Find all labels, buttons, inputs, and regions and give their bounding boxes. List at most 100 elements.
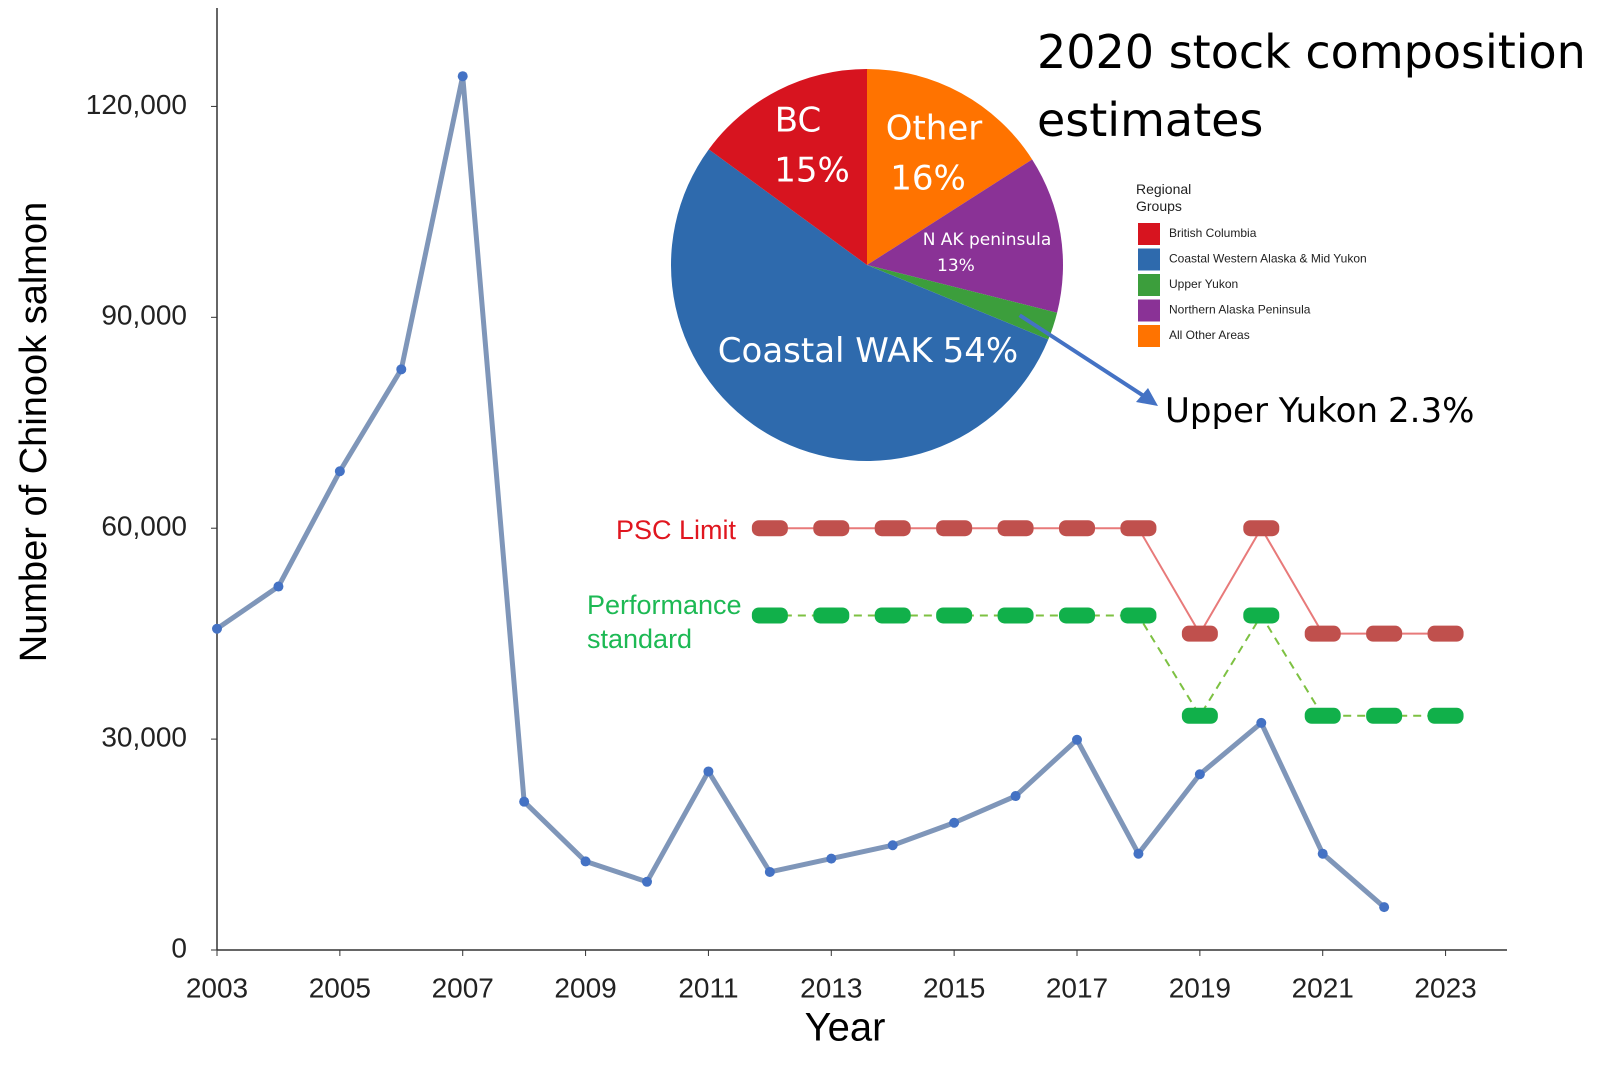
- point: [1181, 707, 1218, 724]
- pie-title: 2020 stock composition estimates: [1037, 25, 1586, 147]
- point: [764, 866, 775, 877]
- point: [813, 607, 850, 624]
- point: [1059, 607, 1095, 624]
- pie-slice: [867, 265, 1058, 340]
- series-line: [769, 527, 1446, 635]
- point: [751, 607, 788, 624]
- pie-slice: [867, 69, 1033, 265]
- point: [1379, 902, 1390, 913]
- x-tick-label: 2015: [923, 972, 985, 1003]
- point: [580, 856, 591, 867]
- slice-value: 2.3%: [1388, 391, 1474, 431]
- point: [1304, 625, 1341, 642]
- pie-slice: [708, 69, 867, 265]
- series-line: [769, 614, 1446, 717]
- point: [1317, 848, 1328, 859]
- pie-value: 16%: [890, 159, 966, 199]
- legend-swatch: [1138, 325, 1160, 347]
- pie-label: N AK peninsula: [923, 230, 1052, 250]
- point: [1243, 607, 1280, 624]
- point: [519, 796, 530, 807]
- legend-title: Regional Groups: [1136, 181, 1192, 214]
- x-tick-label: 2017: [1046, 972, 1108, 1003]
- series-label: PSC Limit: [615, 515, 736, 545]
- pie-label: BC: [775, 101, 821, 141]
- legend-label: Northern Alaska Peninsula: [1169, 303, 1311, 317]
- point: [1427, 625, 1464, 642]
- y-tick-label: 60,000: [101, 511, 187, 542]
- pie-value: 15%: [774, 151, 850, 191]
- point: [1133, 848, 1144, 859]
- legend-label: Coastal Western Alaska & Mid Yukon: [1169, 252, 1367, 266]
- point: [1120, 520, 1157, 537]
- point: [642, 876, 652, 887]
- point: [1427, 707, 1464, 724]
- legend-swatch: [1138, 248, 1160, 271]
- x-tick-label: 2011: [678, 972, 738, 1003]
- point: [949, 817, 960, 828]
- point: [1256, 717, 1267, 728]
- x-tick-label: 2009: [554, 972, 616, 1003]
- pie-label: Upper Yukon 2.3%: [1165, 391, 1474, 431]
- series-label: Performance standard: [587, 590, 742, 654]
- callout-arrow: [1018, 313, 1152, 402]
- x-tick-label: 2021: [1292, 972, 1354, 1003]
- x-tick-label: 2019: [1169, 972, 1231, 1003]
- y-tick-label: 120,000: [86, 89, 187, 120]
- y-tick-label: 90,000: [101, 300, 187, 331]
- point: [1366, 707, 1403, 724]
- point: [751, 520, 788, 537]
- point: [1072, 734, 1082, 745]
- legend-label: All Other Areas: [1169, 328, 1250, 342]
- point: [1120, 607, 1157, 624]
- point: [273, 581, 284, 592]
- x-tick-label: 2003: [186, 972, 248, 1003]
- x-tick-label: 2007: [432, 972, 494, 1003]
- pie-value: 13%: [937, 256, 975, 276]
- point: [1194, 769, 1205, 780]
- point: [936, 520, 973, 537]
- slice-value: 54%: [943, 331, 1019, 371]
- x-tick-label: 2023: [1414, 972, 1476, 1003]
- y-tick-label: 0: [171, 932, 187, 963]
- y-axis-title: Number of Chinook salmon: [13, 202, 55, 662]
- point: [936, 607, 973, 624]
- legend-swatch: [1138, 223, 1160, 245]
- slice-name: Upper Yukon: [1165, 391, 1378, 431]
- pie-label: Coastal WAK 54%: [718, 331, 1018, 371]
- x-axis-title: Year: [805, 1006, 886, 1050]
- pie-slice: [867, 159, 1063, 313]
- point: [396, 364, 407, 375]
- point: [1181, 625, 1218, 642]
- point: [1010, 791, 1021, 802]
- pie-label: Other: [886, 109, 983, 149]
- x-tick-label: 2013: [800, 972, 862, 1003]
- x-tick-label: 2005: [309, 972, 371, 1003]
- y-tick-label: 30,000: [101, 721, 187, 752]
- point: [813, 520, 850, 537]
- point: [1059, 520, 1095, 537]
- point: [1366, 625, 1403, 642]
- point: [1243, 520, 1280, 537]
- point: [334, 466, 345, 477]
- point: [887, 840, 898, 851]
- point: [826, 853, 837, 864]
- point: [997, 520, 1034, 537]
- series-line: [215, 73, 1386, 910]
- point: [874, 520, 911, 537]
- point: [997, 607, 1034, 624]
- point: [212, 623, 222, 634]
- point: [703, 766, 714, 777]
- slice-name: Coastal WAK: [718, 331, 935, 371]
- legend-label: Upper Yukon: [1169, 277, 1238, 291]
- legend-swatch: [1138, 299, 1160, 322]
- legend-label: British Columbia: [1169, 226, 1257, 240]
- point: [1304, 707, 1341, 724]
- pie-slice: [671, 149, 1049, 461]
- point: [457, 71, 468, 82]
- legend-swatch: [1138, 274, 1160, 296]
- callout-arrowhead: [1136, 388, 1158, 406]
- point: [874, 607, 911, 624]
